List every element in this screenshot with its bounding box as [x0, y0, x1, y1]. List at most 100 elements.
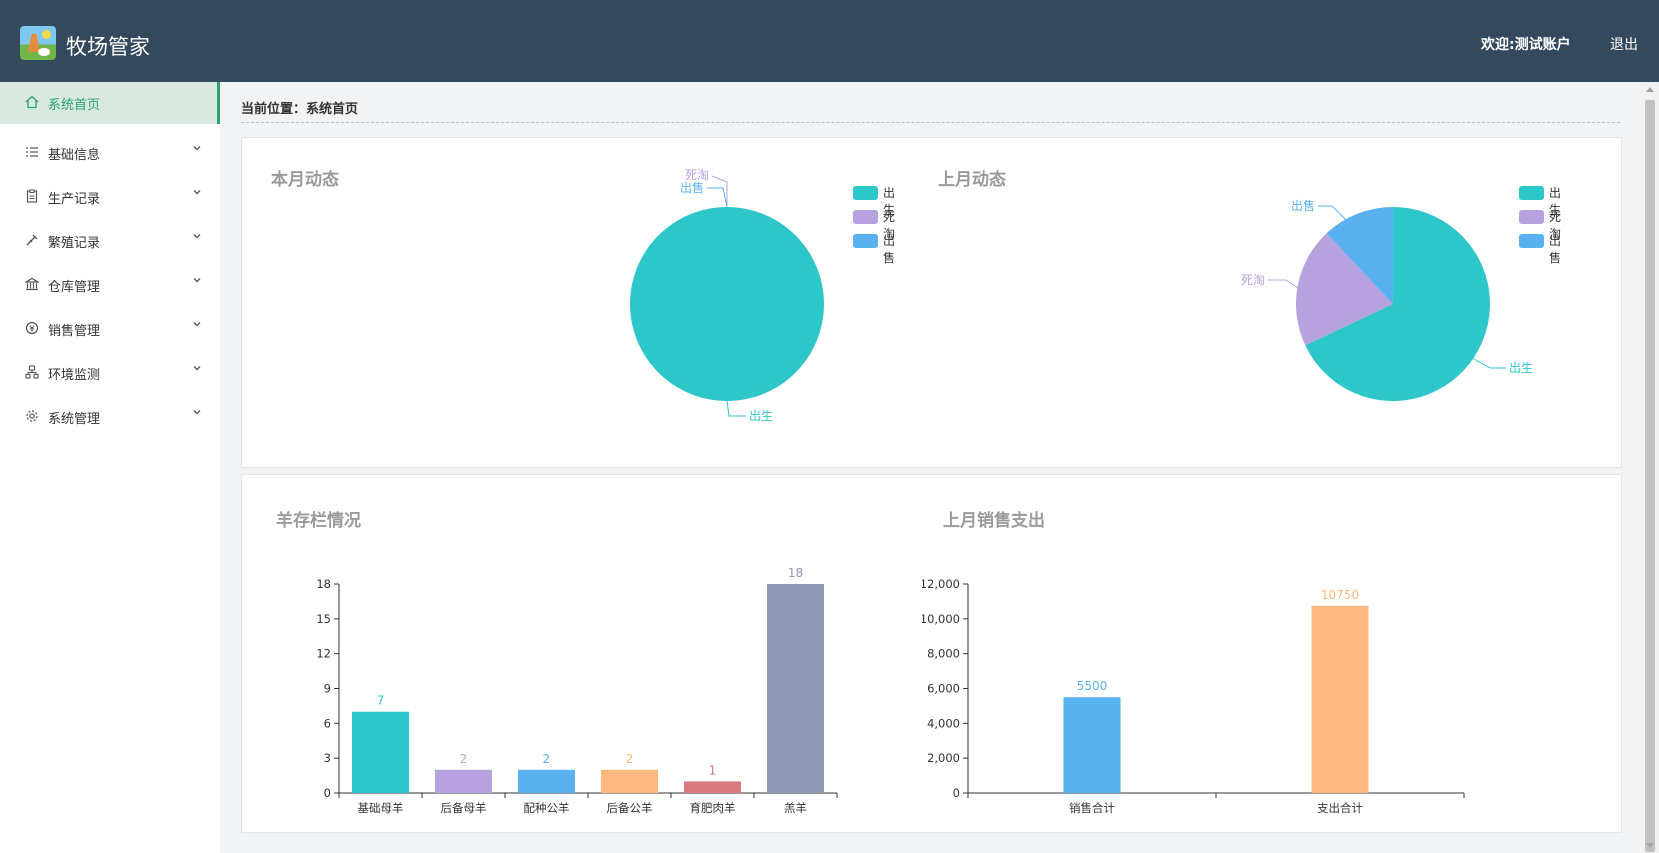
bar-value-label: 18: [788, 566, 803, 580]
x-tick-label: 配种公羊: [524, 801, 570, 815]
chart-title-this-month: 本月动态: [271, 170, 339, 190]
sidebar-item-sales[interactable]: 销售管理: [0, 309, 217, 349]
bar-chart-sales-expense: 0 2,000 4,000 6,000 8,000 10,000 12,000 5500 销售合…: [922, 577, 1465, 815]
chart-title-sales-expense: 上月销售支出: [943, 511, 1045, 531]
y-tick-label: 0: [324, 786, 331, 800]
y-tick-label: 3: [324, 751, 331, 765]
sidebar-item-label: 繁殖记录: [48, 236, 101, 251]
y-tick-label: 4,000: [927, 716, 960, 730]
legend-label: 出生: [1549, 186, 1562, 217]
pie-label-line: [707, 187, 728, 208]
chevron-down-icon: [192, 275, 202, 288]
dynamics-card: 本月动态 上月动态 出售 死淘 出生 出生 死淘 出售 出生 死淘 出售 出生 死淘 出…: [241, 137, 1622, 468]
pie-label-line: [711, 175, 728, 207]
y-tick-label: 10,000: [922, 612, 960, 626]
logout-link[interactable]: 退出: [1610, 37, 1638, 53]
bar[interactable]: [1311, 605, 1369, 793]
bar-value-label: 1: [709, 763, 717, 777]
legend-swatch: [1519, 210, 1544, 224]
bar[interactable]: [684, 781, 741, 793]
sidebar-item-label: 销售管理: [48, 324, 101, 339]
bar[interactable]: [767, 584, 824, 793]
bar[interactable]: [352, 711, 409, 793]
bar-value-label: 2: [543, 752, 551, 766]
sales-icon: [24, 321, 40, 337]
bar-value-label: 5500: [1077, 679, 1108, 693]
welcome-text: 欢迎:测试账户: [1481, 37, 1571, 53]
sidebar-item-home[interactable]: 系统首页: [0, 83, 217, 123]
x-tick-label: 支出合计: [1317, 801, 1363, 815]
app-logo: [20, 26, 56, 60]
y-tick-label: 9: [324, 682, 331, 696]
y-tick-label: 12: [316, 647, 331, 661]
sidebar-item-label: 生产记录: [48, 192, 101, 207]
legend-swatch: [1519, 234, 1544, 248]
bar[interactable]: [601, 769, 658, 793]
y-tick-label: 6: [324, 716, 331, 730]
home-icon: [24, 95, 40, 111]
sidebar-item-basic-info[interactable]: 基础信息: [0, 133, 217, 173]
bar[interactable]: [518, 769, 575, 793]
bar-value-label: 2: [626, 752, 634, 766]
x-tick-label: 育肥肉羊: [690, 801, 736, 815]
legend-label: 死淘: [1549, 210, 1562, 241]
sidebar-item-warehouse[interactable]: 仓库管理: [0, 265, 217, 305]
stats-card: 羊存栏情况 上月销售支出 0 3 6 9 12 15 18 7 基础母羊 2 后备母羊 2 配种公羊 2 后…: [241, 474, 1622, 833]
gear-icon: [24, 409, 40, 425]
legend-label: 出生: [883, 186, 896, 217]
app-title: 牧场管家: [66, 35, 150, 59]
y-tick-label: 12,000: [922, 577, 960, 591]
bar[interactable]: [435, 769, 492, 793]
y-tick-label: 6,000: [927, 682, 960, 696]
x-tick-label: 后备公羊: [607, 801, 653, 815]
y-tick-label: 8,000: [927, 647, 960, 661]
breadcrumb-divider: [241, 122, 1620, 123]
legend-swatch: [853, 234, 878, 248]
pie-label-line: [1318, 205, 1349, 223]
scrollbar-thumb[interactable]: [1645, 100, 1655, 852]
pie-label-line: [726, 400, 746, 417]
sidebar-item-environment[interactable]: 环境监测: [0, 353, 217, 393]
y-tick-label: 18: [316, 577, 331, 591]
legend-label: 死淘: [883, 210, 896, 241]
chevron-down-icon: [192, 231, 202, 244]
breadcrumb: 当前位置：系统首页: [241, 102, 359, 117]
list-icon: [24, 145, 40, 161]
pie-slice[interactable]: [1305, 207, 1490, 401]
pie-slice-label: 死淘: [685, 168, 709, 182]
pie-slice-label: 出售: [1291, 198, 1315, 213]
chevron-down-icon: [192, 143, 202, 156]
vertical-scrollbar[interactable]: [1641, 82, 1659, 853]
pie-slice[interactable]: [1326, 207, 1393, 304]
logo-sheep-icon: [38, 48, 50, 56]
scroll-up-arrow-icon[interactable]: [1646, 87, 1654, 92]
chevron-down-icon: [192, 407, 202, 420]
sidebar-active-highlight: [0, 82, 220, 124]
scroll-down-arrow-icon[interactable]: [1646, 843, 1654, 848]
bar[interactable]: [1063, 697, 1121, 793]
bar-value-label: 10750: [1321, 588, 1359, 602]
clipboard-icon: [24, 189, 40, 205]
sidebar-item-breeding[interactable]: 繁殖记录: [0, 221, 217, 261]
x-tick-label: 羔羊: [784, 801, 807, 815]
sidebar-item-system[interactable]: 系统管理: [0, 397, 217, 437]
warehouse-icon: [23, 277, 41, 293]
pie-label-line: [1268, 279, 1299, 289]
sidebar-item-label: 仓库管理: [48, 280, 101, 295]
chevron-down-icon: [192, 363, 202, 376]
sidebar: 系统首页 基础信息 生产记录 繁殖记录 仓库管理 销售管理: [0, 82, 220, 853]
legend-label: 出售: [1549, 234, 1562, 265]
y-tick-label: 2,000: [927, 751, 960, 765]
chart-title-last-month: 上月动态: [938, 170, 1006, 190]
sidebar-item-label: 系统首页: [48, 98, 101, 113]
x-tick-label: 后备母羊: [441, 801, 487, 815]
pie-slice[interactable]: [1296, 233, 1393, 346]
network-icon: [24, 365, 40, 381]
legend-swatch: [853, 186, 878, 200]
syringe-icon: [24, 233, 40, 249]
y-tick-label: 0: [953, 786, 960, 800]
pie-slice[interactable]: [630, 207, 824, 401]
legend-label: 出售: [883, 234, 896, 265]
sidebar-item-production[interactable]: 生产记录: [0, 177, 217, 217]
